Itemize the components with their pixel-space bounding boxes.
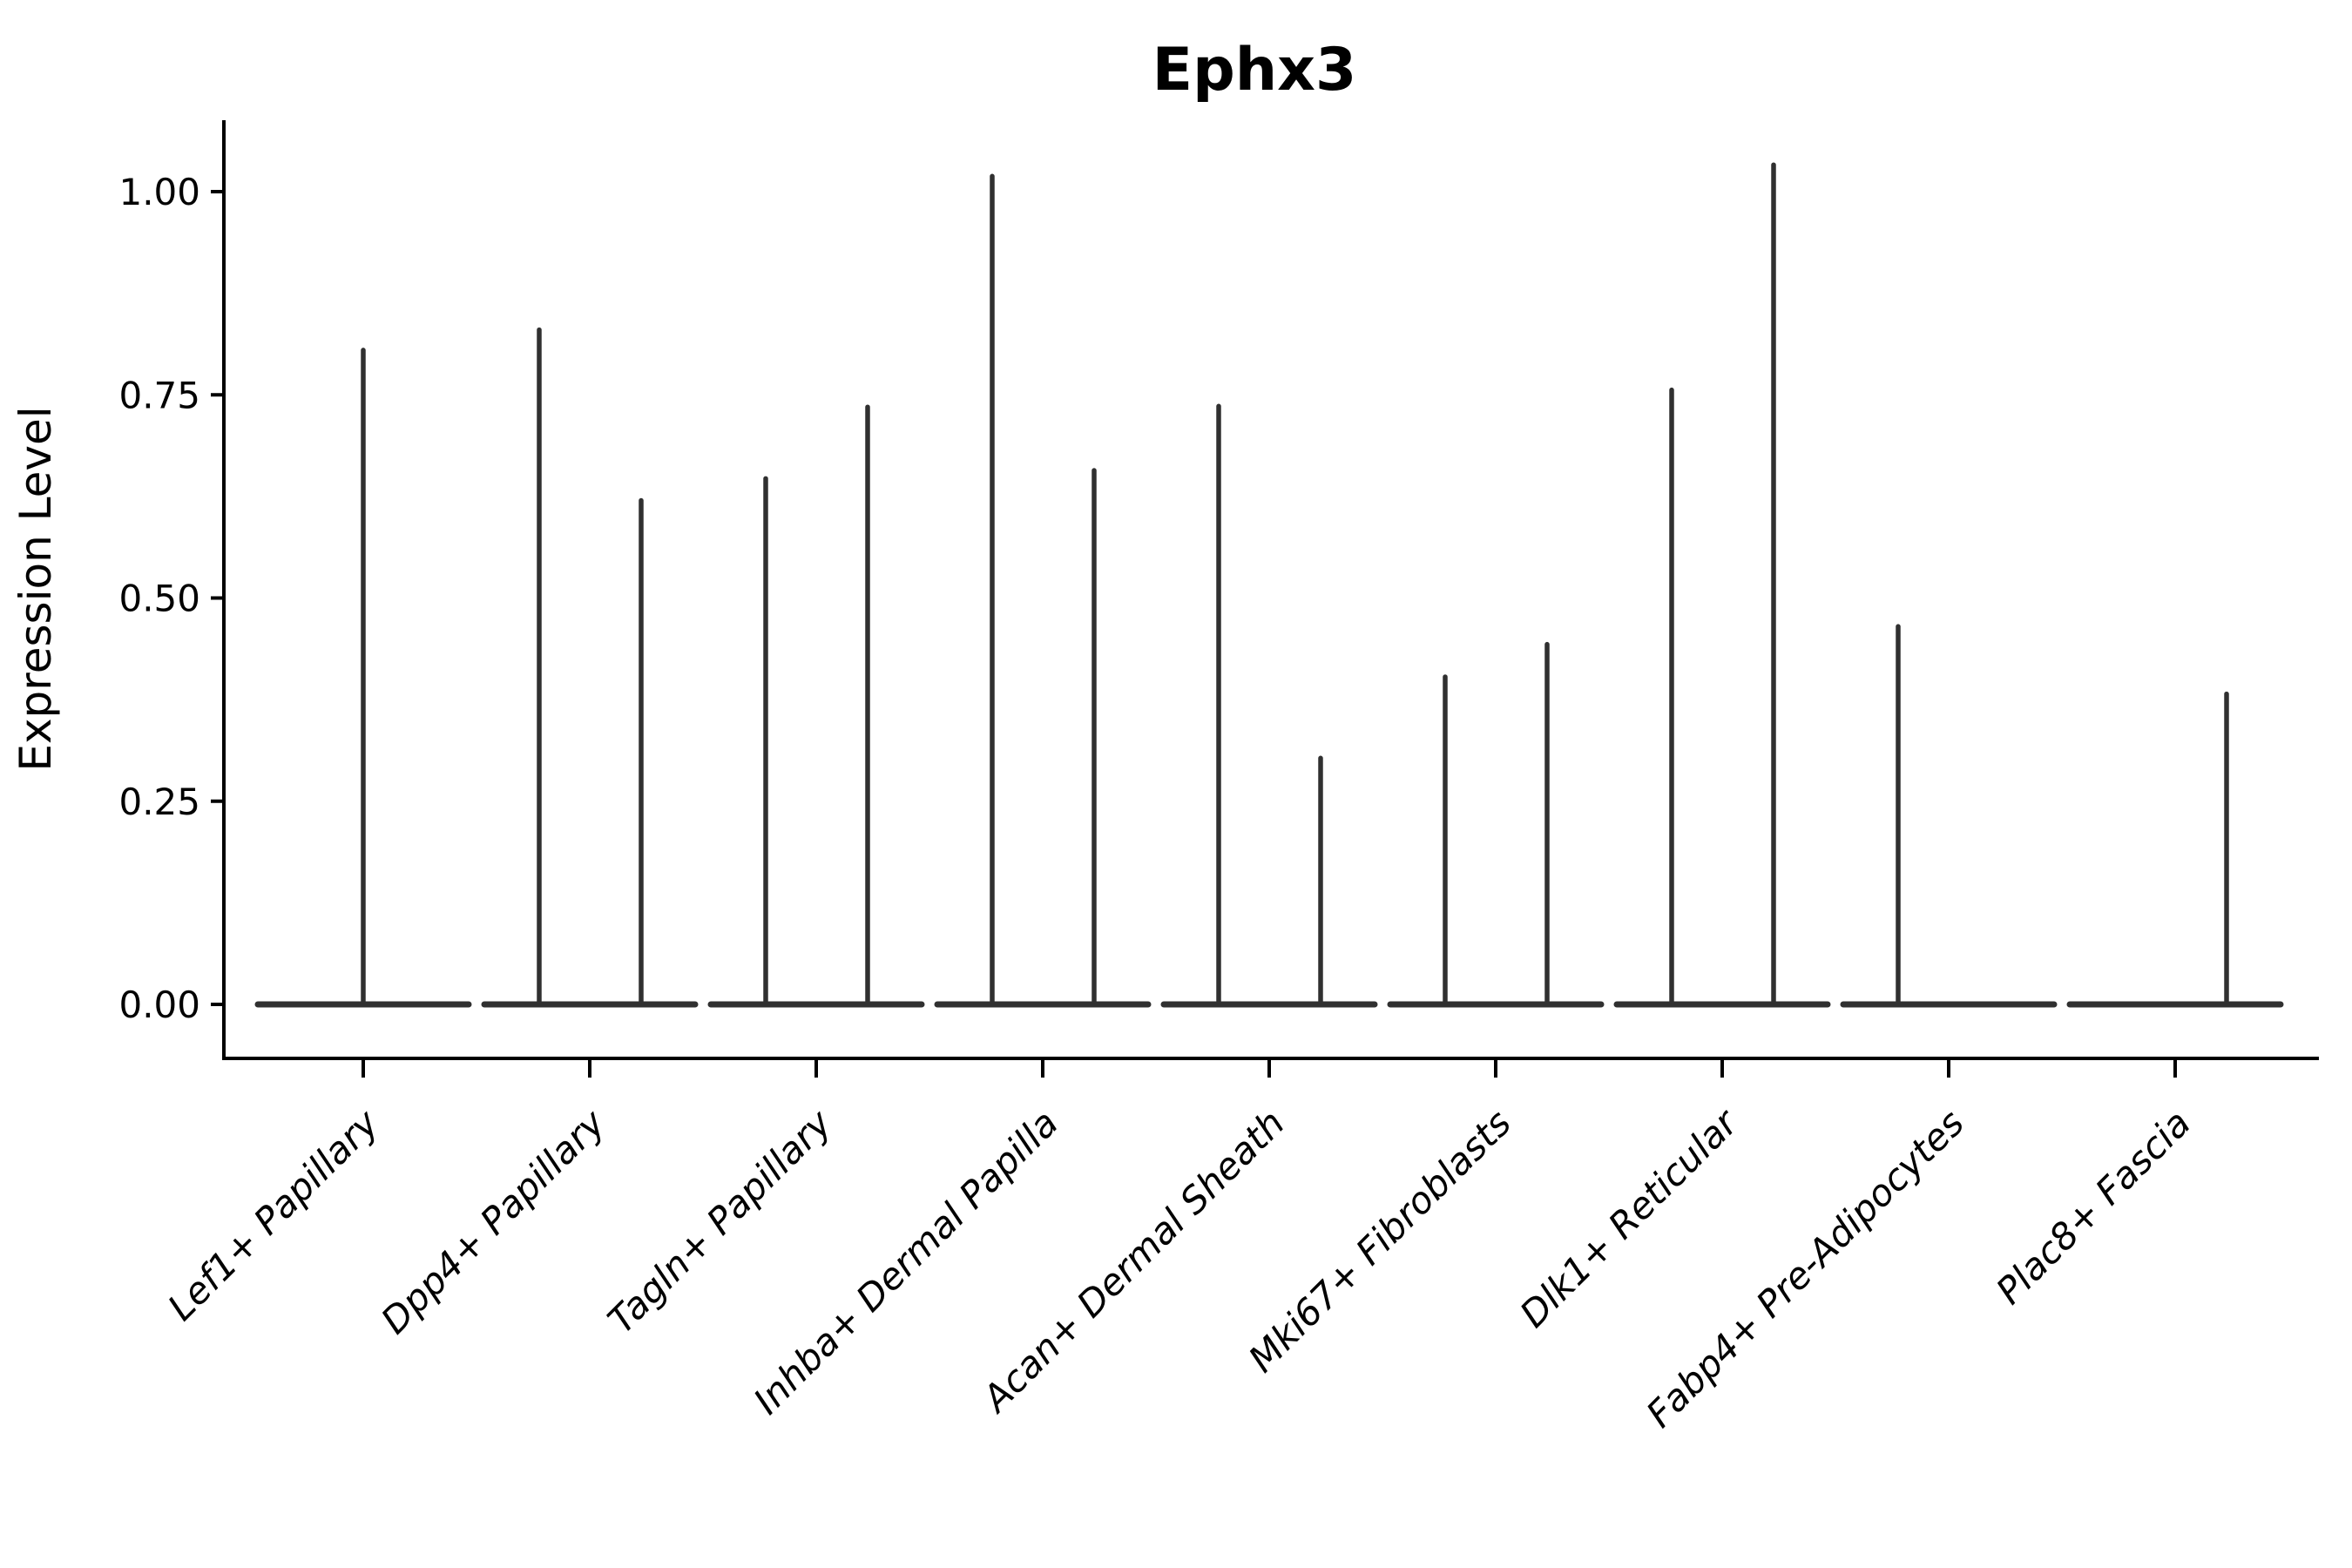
y-tick-label: 0.50 — [118, 578, 200, 620]
y-tick-label: 0.00 — [118, 983, 200, 1026]
category-label: Dlk1+ Reticular — [1511, 1099, 1747, 1335]
category-label: Lef1+ Papillary — [159, 1101, 388, 1329]
y-tick-label: 0.75 — [118, 374, 200, 416]
category-label: Plac8+ Fascia — [1988, 1101, 2199, 1312]
chart-title: Ephx3 — [1152, 36, 1357, 105]
category-label: Mki67+ Fibroblasts — [1240, 1101, 1519, 1380]
y-axis-title: Expression Level — [10, 406, 61, 771]
y-tick-label: 0.25 — [118, 781, 200, 823]
plot-generated-content: 1.00 0.75 0.50 0.25 0.00 Lef1+ PapillaryDpp4+… — [118, 120, 2319, 1436]
y-tick-label: 1.00 — [118, 171, 200, 213]
category-label: Tagln+ Papillary — [599, 1101, 841, 1342]
category-label: Dpp4+ Papillary — [373, 1101, 614, 1342]
